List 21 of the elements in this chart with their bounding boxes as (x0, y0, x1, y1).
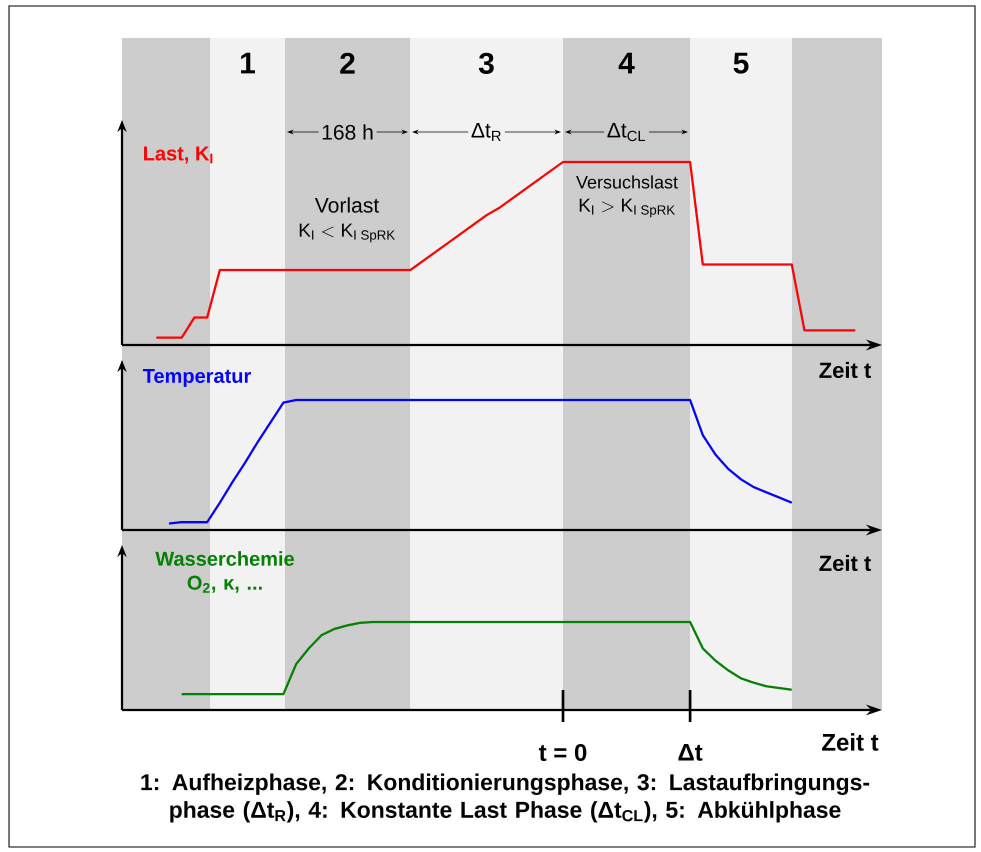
annotation: $\mathrm{K}_{\mathrm{I}} < \mathrm{K}_{\mathrm{I\;SpRK}}$ (300, 224, 395, 242)
x-axis-title: Zeit t (819, 362, 871, 378)
x-tick-label: Δt (678, 744, 702, 761)
text: Last, K$_{I}$ (144, 146, 212, 164)
text: Δt$_{R}$ (472, 122, 501, 141)
text: 4 (618, 52, 635, 74)
text: 1 (241, 52, 256, 74)
text: 2 (340, 52, 355, 74)
text: Wasserchemie O$_{2}$, κ, ... (155, 551, 294, 593)
text: 3 (478, 52, 494, 74)
x-axis-title: Zeit t (819, 554, 871, 572)
annotation: $\mathrm{K}_{\mathrm{I}} > \mathrm{K}_{\mathrm{I\;SpRK}}$ (580, 198, 675, 218)
text: 168 h (322, 124, 372, 140)
annotation: Vorlast (314, 197, 380, 213)
x-tick-label: t = 0 (538, 744, 586, 762)
annotation: Versuchslast (576, 175, 678, 189)
text: 1: Aufheizphase, 2: Konditionierungsphase, 3: Lastaufbringungs-phase (Δt$_{R}$), 4: Konstante Last Phase (Δt$_{CL}$), 5: Abkühlphase (141, 773, 870, 822)
text: 5 (734, 52, 749, 74)
series-label: Temperatur (142, 369, 251, 387)
text: Δt$_{CL}$ (607, 122, 646, 142)
x-axis-title: Zeit t (822, 733, 878, 751)
